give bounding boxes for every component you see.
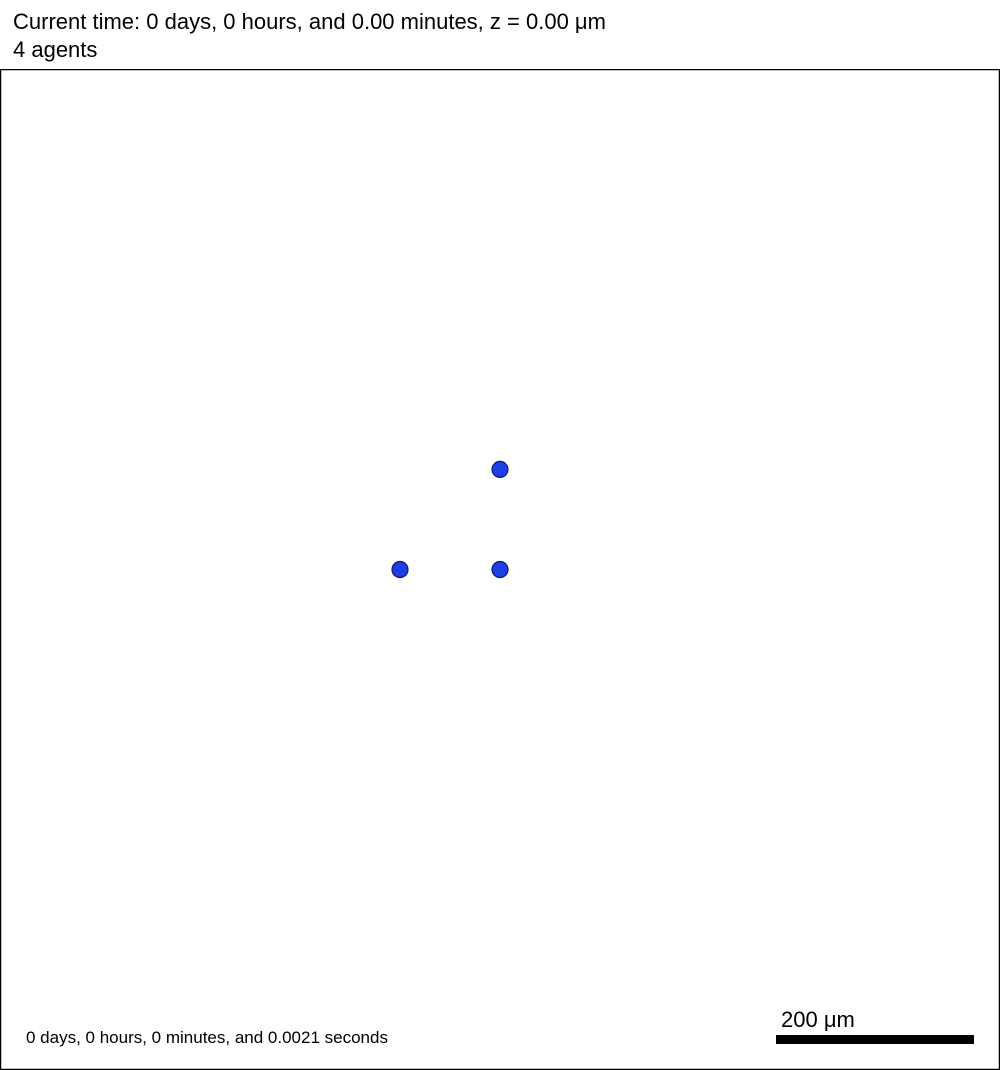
agent-2 xyxy=(391,560,409,579)
agent-count-label: 4 agents xyxy=(13,37,98,62)
agent-3 xyxy=(491,560,509,579)
agents-layer xyxy=(391,460,509,579)
scale-bar-label: 200 μm xyxy=(781,1007,855,1032)
simulation-viewport xyxy=(0,69,1000,1070)
scale-bar xyxy=(776,1035,974,1044)
header: Current time: 0 days, 0 hours, and 0.00 … xyxy=(13,8,606,64)
runtime-label: 0 days, 0 hours, 0 minutes, and 0.0021 s… xyxy=(26,1028,388,1047)
current-time-label: Current time: 0 days, 0 hours, and 0.00 … xyxy=(13,9,606,34)
simulation-domain xyxy=(0,69,1000,1070)
agent-1 xyxy=(491,460,509,478)
